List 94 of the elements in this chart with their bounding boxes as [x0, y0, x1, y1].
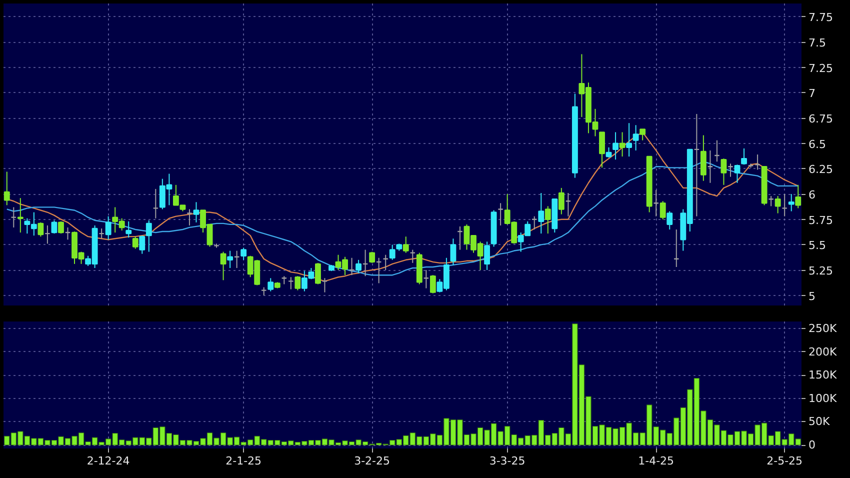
candlestick	[44, 224, 50, 244]
candlestick	[599, 132, 605, 168]
candlestick	[376, 257, 382, 284]
candlestick	[430, 274, 436, 294]
candlestick	[558, 187, 564, 215]
candlestick	[754, 154, 761, 170]
candlestick	[653, 189, 660, 217]
candlestick	[531, 216, 538, 230]
candlestick	[728, 163, 734, 178]
x-tick-label: 3-2-25	[354, 454, 390, 468]
candlestick	[126, 220, 132, 238]
candlestick	[362, 249, 368, 277]
x-tick-label: 3-3-25	[489, 454, 526, 468]
y-tick-label: 7.75	[808, 11, 833, 24]
candlestick	[58, 220, 64, 234]
candlestick	[139, 235, 146, 254]
candlestick	[720, 158, 727, 186]
candlestick	[707, 150, 714, 184]
candlestick	[288, 276, 294, 290]
candlestick	[268, 278, 274, 292]
candlestick	[132, 236, 138, 250]
candlestick	[782, 194, 788, 217]
y-tick-label: 5.5	[808, 239, 826, 252]
candlestick	[4, 171, 10, 206]
candlestick	[788, 194, 794, 212]
y-tick-label: 5	[808, 290, 816, 303]
candlestick	[774, 196, 781, 214]
candlestick	[220, 251, 226, 281]
candlestick	[666, 210, 673, 230]
candlestick	[227, 250, 234, 269]
y-tick-label: 6	[808, 188, 816, 202]
candlestick	[606, 146, 612, 158]
x-tick-label: 2-1-25	[226, 454, 262, 468]
y-tick-label: 6.75	[808, 112, 833, 126]
y-tick-label: 6.5	[808, 138, 826, 151]
candlestick	[612, 132, 618, 160]
candlestick	[700, 134, 706, 182]
candlestick	[498, 202, 504, 226]
y-tick-label: 6.25	[808, 163, 833, 176]
y-tick-label: 7	[808, 87, 816, 100]
candlestick	[17, 198, 24, 234]
x-tick-label: 2-5-25	[766, 454, 803, 468]
candlestick	[98, 228, 105, 240]
x-tick-label: 2-12-24	[86, 454, 130, 468]
candlestick	[423, 270, 430, 289]
candlestick	[410, 249, 416, 264]
candlestick	[348, 257, 355, 276]
x-tick-label: 1-4-25	[638, 454, 674, 468]
candlestick	[632, 124, 639, 151]
candlestick	[673, 228, 680, 268]
y-tick-label: 5.75	[808, 214, 833, 227]
candlestick	[186, 208, 192, 226]
y-tick-label: 150K	[808, 368, 838, 382]
y-tick-label: 250K	[808, 322, 838, 335]
y-tick-label: 50K	[808, 415, 830, 428]
candlestick	[450, 238, 456, 266]
candlestick	[51, 220, 58, 234]
y-tick-label: 5.25	[808, 264, 833, 278]
candlestick	[714, 140, 720, 162]
candlestick	[382, 254, 389, 271]
candlestick	[734, 164, 740, 184]
candlestick	[457, 226, 463, 250]
candlestick	[484, 241, 490, 271]
candlestick	[660, 200, 666, 220]
candlestick	[294, 276, 301, 291]
candlestick	[152, 188, 159, 219]
y-tick-label: 7.5	[808, 36, 826, 50]
candlestick	[544, 206, 551, 234]
candlestick	[795, 184, 802, 209]
candlestick	[402, 236, 409, 254]
candlestick	[538, 192, 544, 234]
candlestick	[322, 278, 328, 293]
candlestick	[146, 220, 152, 252]
candlestick	[64, 226, 71, 240]
candlestick	[626, 122, 632, 158]
candlestick	[193, 202, 200, 223]
y-tick-label: 7.25	[808, 62, 833, 75]
candlestick	[38, 222, 44, 238]
candlestick	[565, 192, 572, 217]
candlestick	[741, 148, 747, 166]
y-tick-label: 100K	[808, 392, 838, 405]
candlestick	[640, 128, 646, 141]
y-tick-label: 200K	[808, 345, 838, 358]
line-series	[6, 160, 799, 276]
candlestick	[315, 262, 321, 285]
candlestick	[105, 216, 112, 240]
candlestick	[768, 196, 774, 207]
y-tick-label: 0	[808, 438, 816, 452]
candlestick	[694, 113, 700, 217]
candlestick	[10, 206, 17, 228]
candlestick	[234, 250, 240, 269]
candlestick	[240, 247, 247, 260]
candlestick	[619, 132, 626, 158]
candlestick	[356, 259, 362, 274]
